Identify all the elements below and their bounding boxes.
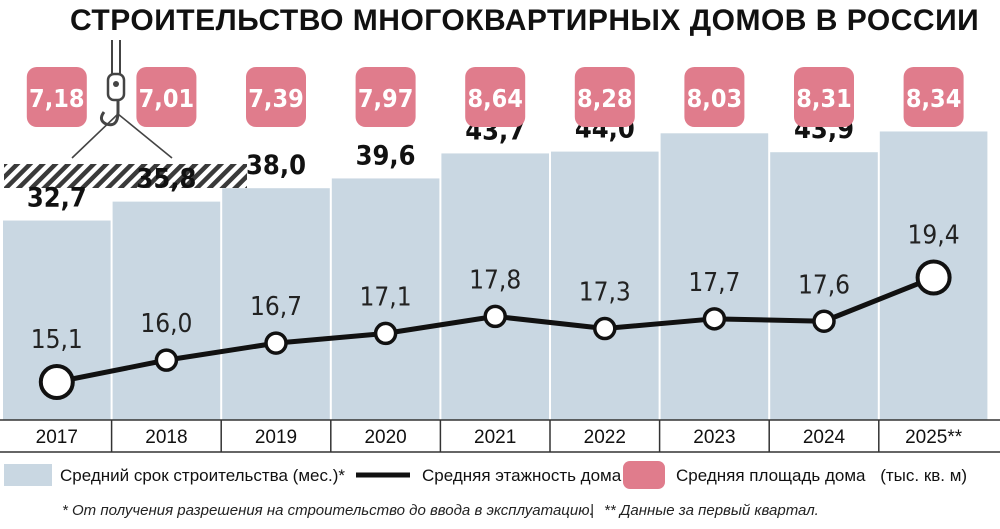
line-value-label: 17,3 bbox=[579, 278, 631, 308]
line-value-label: 15,1 bbox=[31, 325, 83, 355]
line-value-label: 17,6 bbox=[798, 270, 850, 300]
bars-layer: 32,735,838,039,643,744,047,043,947,3 bbox=[3, 93, 988, 421]
bar-6 bbox=[660, 133, 769, 421]
line-value-label: 16,0 bbox=[140, 309, 192, 339]
bar-4 bbox=[441, 153, 549, 420]
x-tick-label: 2022 bbox=[584, 427, 626, 448]
legend-bar-label: Средний срок строительства (мес.)* bbox=[60, 466, 345, 485]
x-tick-label: 2017 bbox=[36, 427, 78, 448]
area-value-label: 8,64 bbox=[467, 84, 523, 113]
legend-area-label: Средняя площадь дома (тыс. кв. м) bbox=[676, 466, 967, 485]
area-value-label: 8,28 bbox=[577, 84, 633, 113]
legend: Средний срок строительства (мес.)* Средн… bbox=[4, 461, 967, 489]
line-value-label: 19,4 bbox=[908, 221, 960, 251]
line-point bbox=[373, 321, 398, 346]
footnote-1: * От получения разрешения на строительст… bbox=[62, 502, 594, 519]
legend-area-swatch bbox=[623, 461, 665, 489]
area-badge bbox=[26, 67, 87, 127]
legend-area-unit: (тыс. кв. м) bbox=[880, 466, 967, 485]
line-value-label: 16,7 bbox=[250, 292, 302, 322]
chart-title: СТРОИТЕЛЬСТВО МНОГОКВАРТИРНЫХ ДОМОВ В РО… bbox=[70, 4, 979, 37]
legend-area-name: Средняя площадь дома bbox=[676, 466, 866, 485]
area-value-label: 8,34 bbox=[906, 84, 962, 113]
area-value-label: 8,31 bbox=[796, 84, 852, 113]
x-tick-label: 2020 bbox=[364, 427, 406, 448]
line-point bbox=[593, 316, 617, 341]
bar-value-label: 32,7 bbox=[27, 183, 87, 214]
badges-layer: 7,18 7,01 7,39 7,97 8,64 8,28 8,03 8,31 8,34 bbox=[26, 67, 964, 127]
area-badge bbox=[684, 67, 745, 127]
line-point bbox=[154, 348, 179, 372]
bar-5 bbox=[551, 151, 659, 420]
area-badge bbox=[574, 67, 635, 127]
line-point bbox=[915, 259, 952, 296]
line-point bbox=[38, 364, 75, 400]
footnotes: * От получения разрешения на строительст… bbox=[62, 502, 819, 519]
area-value-label: 7,01 bbox=[139, 84, 195, 113]
line-layer: 15,1 16,0 16,7 17,1 17,8 17,3 17,7 17,6 19,4 bbox=[31, 221, 960, 400]
area-value-label: 8,03 bbox=[687, 84, 743, 113]
area-badge bbox=[246, 67, 306, 127]
line-point bbox=[812, 309, 836, 333]
hatched-beam bbox=[4, 164, 247, 188]
bar-1 bbox=[112, 201, 221, 420]
area-badge bbox=[794, 67, 854, 127]
line-value-label: 17,7 bbox=[688, 268, 740, 298]
footnote-2: ** Данные за первый квартал. bbox=[604, 502, 819, 519]
x-tick-label: 2025** bbox=[905, 427, 963, 448]
bar-7 bbox=[770, 152, 878, 420]
x-tick-label: 2021 bbox=[474, 427, 516, 448]
line-point bbox=[264, 331, 288, 355]
area-badge bbox=[136, 67, 197, 127]
legend-bar-swatch bbox=[4, 464, 52, 486]
area-value-label: 7,97 bbox=[358, 84, 414, 113]
bar-value-label: 39,6 bbox=[356, 140, 416, 171]
footnote-separator: | bbox=[590, 502, 594, 519]
bar-3 bbox=[331, 178, 440, 420]
area-value-label: 7,39 bbox=[248, 84, 304, 113]
x-tick-label: 2018 bbox=[145, 427, 187, 448]
x-axis: 2017 2018 2019 2020 2021 2022 2023 2024 2025** bbox=[0, 419, 1000, 453]
legend-line-label: Средняя этажность дома bbox=[422, 466, 622, 485]
area-value-label: 7,18 bbox=[29, 84, 85, 113]
area-badge bbox=[903, 67, 964, 127]
line-value-label: 17,8 bbox=[469, 265, 521, 295]
crane-hook-icon bbox=[71, 40, 173, 159]
x-tick-label: 2024 bbox=[803, 427, 846, 448]
line-point bbox=[483, 304, 507, 329]
area-badge bbox=[355, 67, 416, 127]
x-tick-label: 2023 bbox=[693, 427, 735, 448]
bar-2 bbox=[222, 188, 330, 420]
area-badge bbox=[465, 67, 526, 127]
bar-value-label: 35,8 bbox=[136, 164, 196, 195]
x-tick-label: 2019 bbox=[255, 427, 297, 448]
bar-value-label: 38,0 bbox=[246, 150, 306, 181]
line-value-label: 17,1 bbox=[360, 282, 412, 312]
line-point bbox=[702, 307, 727, 331]
